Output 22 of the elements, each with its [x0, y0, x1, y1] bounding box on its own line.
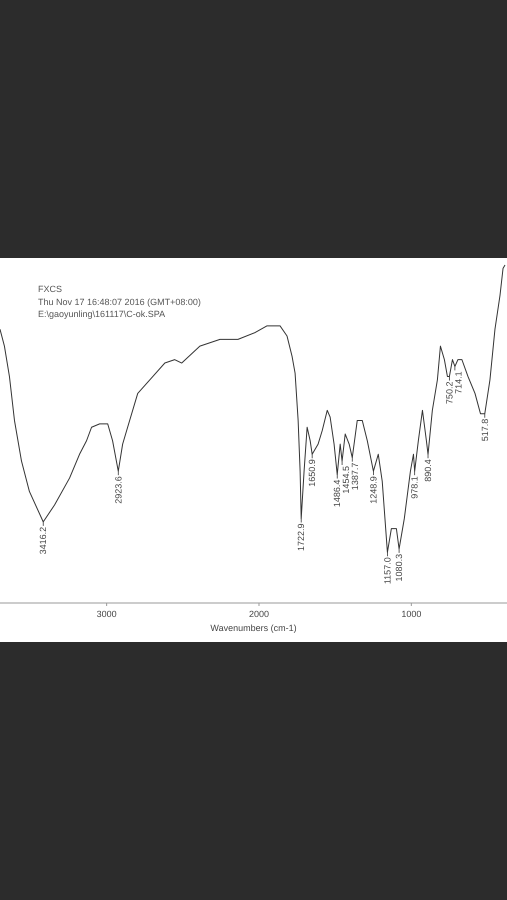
annotation: 1650.9: [307, 459, 318, 487]
annotation: 978.1: [410, 476, 420, 499]
annotation: 1080.3: [394, 554, 404, 582]
x-tick-label: 2000: [248, 609, 269, 619]
annotation: 1454.5: [341, 466, 352, 494]
annotation: 750.2: [444, 382, 454, 404]
annotation: 3416.2: [38, 526, 48, 554]
text: FXCS: [38, 284, 62, 294]
annotation: 1722.9: [296, 524, 306, 552]
annotation: 1387.7: [350, 462, 360, 490]
annotation: Thu Nov 17 16:48:07 2016 (GMT+08:00): [38, 297, 201, 307]
annotation: 2923.6: [113, 476, 124, 504]
annotation: 714.1: [453, 371, 464, 394]
annotation: 517.8: [480, 418, 490, 442]
x-tick-label: 1000: [401, 609, 422, 619]
annotation: 890.4: [423, 459, 434, 482]
annotation: 1486.4: [332, 480, 342, 508]
annotation: 1248.9: [368, 476, 378, 504]
annotation: 1157.0: [382, 557, 392, 584]
x-axis-title: Wavenumbers (cm-1): [210, 623, 297, 633]
annotation: E:\gaoyunling\161117\C-ok.SPA: [38, 309, 166, 319]
x-tick-label: 3000: [96, 609, 117, 619]
